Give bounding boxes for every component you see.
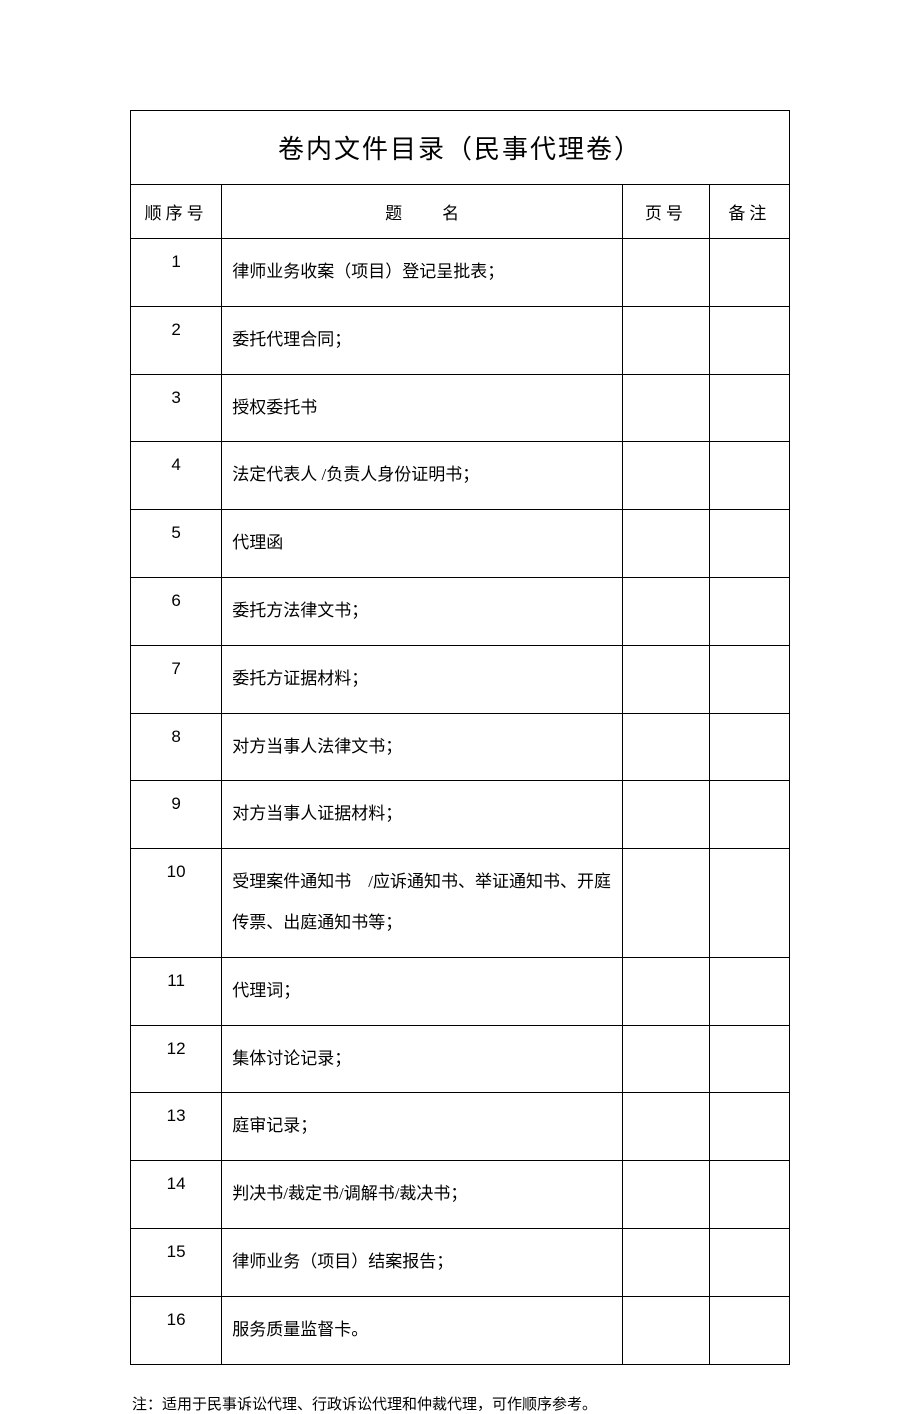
cell-note (709, 239, 789, 307)
cell-index: 2 (131, 306, 222, 374)
table-row: 4法定代表人 /负责人身份证明书； (131, 442, 790, 510)
table-row: 6委托方法律文书； (131, 577, 790, 645)
cell-note (709, 1025, 789, 1093)
cell-note (709, 374, 789, 442)
cell-name: 法定代表人 /负责人身份证明书； (222, 442, 623, 510)
cell-index: 13 (131, 1093, 222, 1161)
cell-name: 服务质量监督卡。 (222, 1296, 623, 1364)
table-row: 8对方当事人法律文书； (131, 713, 790, 781)
cell-note (709, 442, 789, 510)
table-row: 9对方当事人证据材料； (131, 781, 790, 849)
cell-index: 4 (131, 442, 222, 510)
cell-index: 7 (131, 645, 222, 713)
table-header-row: 顺序号 题名 页号 备注 (131, 185, 790, 239)
cell-index: 12 (131, 1025, 222, 1093)
cell-name: 代理词； (222, 957, 623, 1025)
cell-page (623, 1296, 710, 1364)
cell-index: 3 (131, 374, 222, 442)
cell-name: 委托方法律文书； (222, 577, 623, 645)
cell-name: 判决书/裁定书/调解书/裁决书； (222, 1161, 623, 1229)
cell-index: 16 (131, 1296, 222, 1364)
cell-note (709, 1093, 789, 1161)
table-row: 14判决书/裁定书/调解书/裁决书； (131, 1161, 790, 1229)
table-row: 7委托方证据材料； (131, 645, 790, 713)
cell-page (623, 849, 710, 958)
table-row: 12集体讨论记录； (131, 1025, 790, 1093)
cell-page (623, 239, 710, 307)
cell-page (623, 1025, 710, 1093)
cell-page (623, 713, 710, 781)
cell-index: 8 (131, 713, 222, 781)
cell-index: 14 (131, 1161, 222, 1229)
cell-name: 集体讨论记录； (222, 1025, 623, 1093)
cell-page (623, 374, 710, 442)
cell-name: 委托方证据材料； (222, 645, 623, 713)
cell-page (623, 577, 710, 645)
table-row: 10受理案件通知书 /应诉通知书、举证通知书、开庭传票、出庭通知书等； (131, 849, 790, 958)
file-index-table: 卷内文件目录（民事代理卷） 顺序号 题名 页号 备注 1律师业务收案（项目）登记… (130, 110, 790, 1365)
table-title: 卷内文件目录（民事代理卷） (131, 111, 790, 185)
cell-page (623, 957, 710, 1025)
cell-name: 授权委托书 (222, 374, 623, 442)
header-note: 备注 (709, 185, 789, 239)
cell-index: 10 (131, 849, 222, 958)
cell-page (623, 1161, 710, 1229)
cell-note (709, 957, 789, 1025)
cell-index: 9 (131, 781, 222, 849)
cell-index: 15 (131, 1228, 222, 1296)
table-row: 16服务质量监督卡。 (131, 1296, 790, 1364)
header-page: 页号 (623, 185, 710, 239)
cell-page (623, 510, 710, 578)
table-row: 1律师业务收案（项目）登记呈批表； (131, 239, 790, 307)
table-row: 15律师业务（项目）结案报告； (131, 1228, 790, 1296)
cell-note (709, 645, 789, 713)
cell-name: 对方当事人证据材料； (222, 781, 623, 849)
cell-page (623, 781, 710, 849)
table-row: 13庭审记录； (131, 1093, 790, 1161)
header-name: 题名 (222, 185, 623, 239)
table-title-row: 卷内文件目录（民事代理卷） (131, 111, 790, 185)
cell-note (709, 781, 789, 849)
cell-index: 11 (131, 957, 222, 1025)
cell-name: 律师业务收案（项目）登记呈批表； (222, 239, 623, 307)
cell-name: 代理函 (222, 510, 623, 578)
table-body: 1律师业务收案（项目）登记呈批表；2委托代理合同；3授权委托书4法定代表人 /负… (131, 239, 790, 1365)
cell-note (709, 577, 789, 645)
table-row: 3授权委托书 (131, 374, 790, 442)
table-row: 5代理函 (131, 510, 790, 578)
header-index: 顺序号 (131, 185, 222, 239)
cell-page (623, 442, 710, 510)
cell-note (709, 1296, 789, 1364)
table-row: 2委托代理合同； (131, 306, 790, 374)
cell-name: 受理案件通知书 /应诉通知书、举证通知书、开庭传票、出庭通知书等； (222, 849, 623, 958)
cell-name: 庭审记录； (222, 1093, 623, 1161)
cell-page (623, 1228, 710, 1296)
footnote-text: 注：适用于民事诉讼代理、行政诉讼代理和仲裁代理，可作顺序参考。 (130, 1393, 790, 1414)
cell-note (709, 849, 789, 958)
cell-index: 5 (131, 510, 222, 578)
cell-note (709, 713, 789, 781)
cell-index: 6 (131, 577, 222, 645)
table-row: 11代理词； (131, 957, 790, 1025)
cell-note (709, 1228, 789, 1296)
cell-name: 律师业务（项目）结案报告； (222, 1228, 623, 1296)
cell-note (709, 306, 789, 374)
cell-name: 委托代理合同； (222, 306, 623, 374)
cell-note (709, 1161, 789, 1229)
cell-name: 对方当事人法律文书； (222, 713, 623, 781)
cell-note (709, 510, 789, 578)
cell-page (623, 306, 710, 374)
cell-page (623, 1093, 710, 1161)
cell-page (623, 645, 710, 713)
cell-index: 1 (131, 239, 222, 307)
